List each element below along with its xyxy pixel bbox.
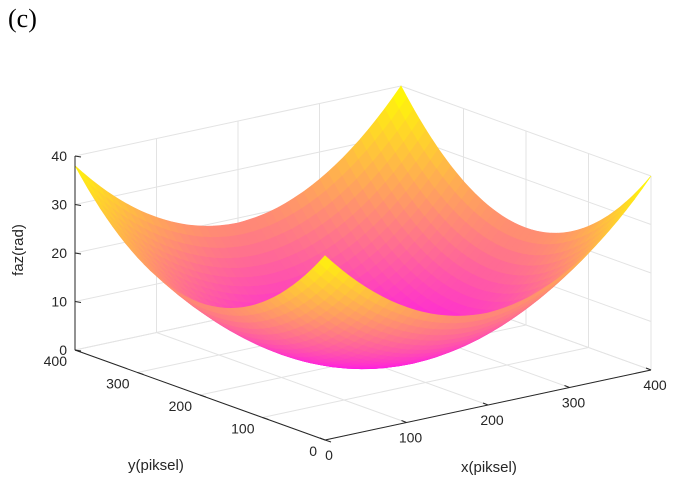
y-tick-label: 0: [309, 443, 317, 459]
z-tick-label: 40: [51, 148, 67, 164]
x-tick-label: 0: [325, 447, 333, 463]
y-tick: [199, 394, 207, 398]
z-axis-label: faz(rad): [10, 224, 27, 276]
x-tick: [564, 385, 570, 388]
x-tick-label: 400: [643, 377, 667, 393]
y-axis-label: y(piksel): [128, 457, 184, 474]
wall-grid-line: [74, 85, 402, 157]
z-tick: [74, 301, 82, 303]
y-tick-label: 200: [169, 398, 193, 414]
y-tick: [262, 417, 269, 420]
axis-layer: [74, 155, 652, 443]
z-tick: [74, 204, 82, 206]
z-tick: [74, 155, 82, 158]
x-tick-label: 200: [480, 412, 504, 428]
y-tick: [137, 372, 144, 375]
wall-grid-line: [400, 85, 652, 177]
z-tick-label: 0: [59, 342, 67, 358]
z-tick-label: 30: [51, 197, 67, 213]
z-tick-label: 10: [51, 294, 67, 310]
x-tick: [319, 437, 326, 441]
surface-patch: [74, 165, 90, 185]
surface-layer: [74, 85, 652, 370]
wall-grid-line: [74, 134, 402, 205]
surface-patch: [318, 255, 334, 271]
y-tick: [324, 439, 332, 443]
panel-label: (c): [8, 4, 37, 33]
x-tick: [482, 402, 489, 406]
z-tick: [74, 349, 82, 352]
x-axis-label: x(piksel): [461, 459, 517, 476]
y-tick-label: 300: [106, 376, 130, 392]
z-tick-label: 20: [51, 245, 67, 261]
wall-grid-line: [400, 134, 652, 225]
y-tick-label: 400: [44, 353, 68, 369]
z-tick: [74, 252, 82, 255]
x-tick-label: 300: [562, 395, 586, 411]
x-tick-label: 100: [399, 430, 423, 446]
floor-grid-line: [262, 347, 589, 418]
x-tick: [401, 420, 407, 423]
y-tick-label: 100: [231, 421, 255, 437]
x-tick: [645, 367, 652, 371]
